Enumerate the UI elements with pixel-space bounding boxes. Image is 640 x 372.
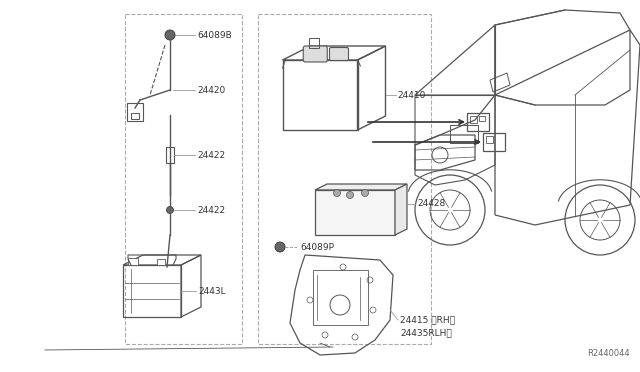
- FancyBboxPatch shape: [303, 46, 327, 62]
- Text: 24420: 24420: [197, 86, 225, 94]
- Bar: [450, 125, 478, 143]
- Circle shape: [166, 206, 173, 214]
- Bar: [166, 147, 174, 163]
- Text: 64089B: 64089B: [197, 31, 232, 39]
- FancyBboxPatch shape: [330, 48, 349, 61]
- Circle shape: [346, 192, 353, 199]
- Text: 24415 〈RH〉: 24415 〈RH〉: [400, 315, 455, 324]
- Text: R2440044: R2440044: [588, 349, 630, 358]
- Circle shape: [362, 189, 369, 196]
- Polygon shape: [395, 184, 407, 235]
- Polygon shape: [315, 184, 407, 190]
- Text: 2443L: 2443L: [198, 286, 226, 295]
- Bar: [313, 270, 368, 325]
- Bar: [483, 133, 505, 151]
- Text: 24422: 24422: [197, 151, 225, 160]
- Bar: [157, 259, 165, 265]
- Text: 24435RLH〉: 24435RLH〉: [400, 328, 452, 337]
- Polygon shape: [315, 190, 395, 235]
- Text: 24410: 24410: [397, 90, 426, 99]
- Bar: [131, 113, 139, 119]
- Bar: [470, 116, 477, 123]
- Bar: [479, 116, 485, 121]
- Circle shape: [275, 242, 285, 252]
- Circle shape: [165, 30, 175, 40]
- Bar: [258, 14, 431, 344]
- Bar: [127, 103, 143, 121]
- Circle shape: [333, 189, 340, 196]
- Text: 24422: 24422: [197, 205, 225, 215]
- Bar: [486, 136, 493, 143]
- Bar: [467, 113, 489, 131]
- Bar: [125, 14, 242, 344]
- Text: 64089P: 64089P: [300, 243, 334, 251]
- Bar: [308, 38, 319, 48]
- Text: 24428: 24428: [417, 199, 445, 208]
- Bar: [128, 258, 138, 265]
